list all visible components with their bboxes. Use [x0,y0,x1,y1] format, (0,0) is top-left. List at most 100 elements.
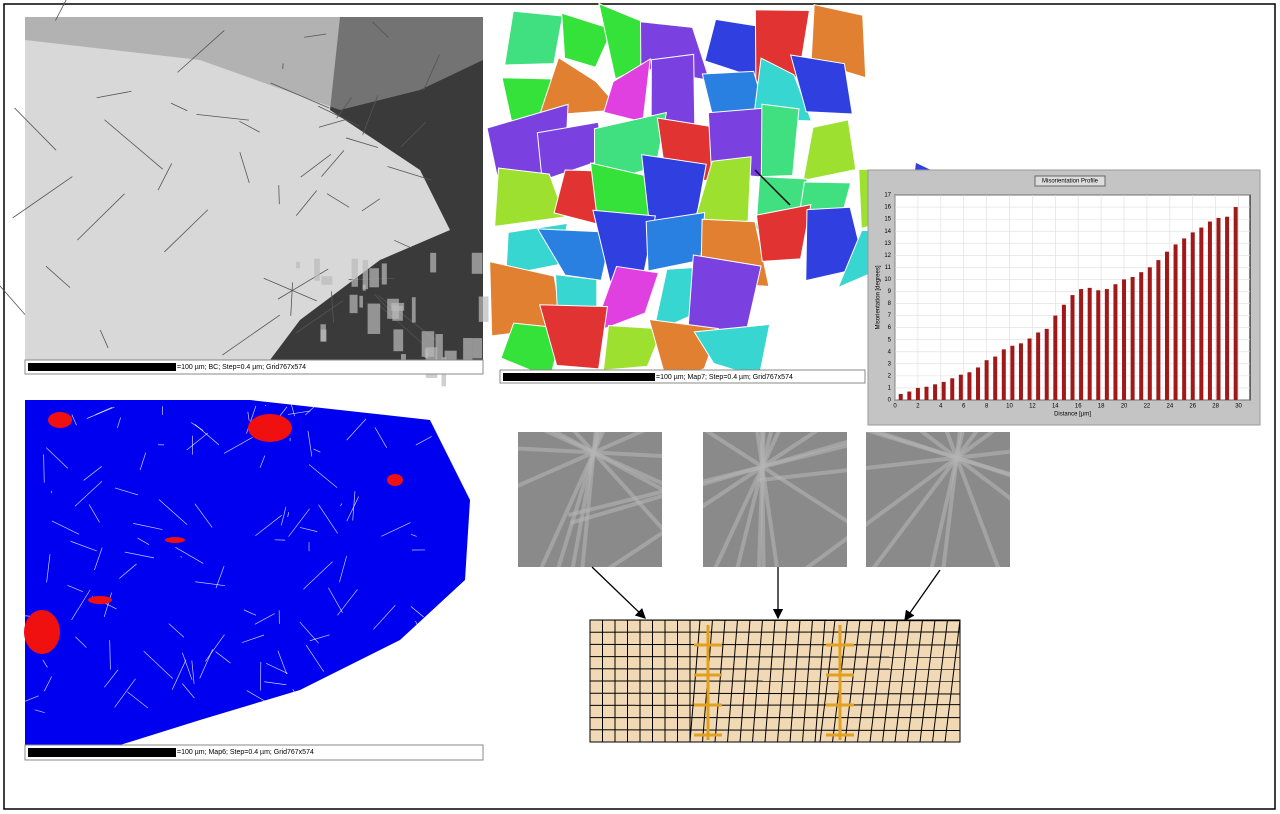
bar [1071,295,1075,400]
boundary [265,405,266,406]
speckle [352,259,358,287]
second-phase [48,412,72,428]
x-tick-label: 10 [1006,404,1013,410]
y-tick-label: 12 [884,253,891,259]
caption: =100 µm; BC; Step=0.4 µm; Grid767x574 [177,364,306,371]
caption: =100 µm; Map6; Step=0.4 µm; Grid767x574 [177,749,314,756]
bar [907,392,911,400]
speckle [320,324,325,341]
chart-title: Misorientation Profile [1042,179,1099,185]
bar [942,382,946,400]
bar [1234,207,1238,400]
speckle [479,296,489,321]
speckle [412,297,416,322]
second-phase [24,610,60,654]
second-phase [387,474,403,486]
speckle [387,299,399,319]
bar [1062,305,1066,400]
x-tick-label: 24 [1166,404,1173,410]
lattice-line [590,657,960,658]
y-axis-label: Misorientation [degrees] [876,265,882,329]
x-tick-label: 28 [1212,404,1219,410]
bar [1053,316,1057,400]
y-tick-label: 16 [884,205,891,211]
bar [1182,238,1186,400]
figure: =100 µm; BC; Step=0.4 µm; Grid767x574 =1… [0,0,1280,814]
lattice-line [590,644,960,645]
second-phase [165,537,185,543]
x-tick-label: 14 [1052,404,1059,410]
scale-bar [503,373,655,381]
speckle [422,331,435,357]
misorientation-chart: Misorientation Profile012345678910111213… [868,170,1260,425]
bar [1156,260,1160,400]
bar [950,378,954,400]
scale-bar [28,363,176,371]
bar [1217,218,1221,400]
speckle [393,329,403,351]
bar [1088,288,1092,400]
speckle [369,268,379,287]
x-axis-label: Distance [µm] [1054,412,1091,418]
speckle [359,296,363,308]
bar [924,387,928,400]
band-contrast-image [0,0,489,386]
bar [959,375,963,400]
speckle [363,260,368,289]
bar [1036,332,1040,400]
bar [985,360,989,400]
bar [1174,244,1178,400]
bar [1148,267,1152,400]
grain [761,104,799,177]
speckle [314,259,320,281]
speckle [350,295,358,313]
x-tick-label: 12 [1029,404,1036,410]
bar [1028,339,1032,401]
bar [1199,228,1203,400]
x-tick-label: 26 [1189,404,1196,410]
bar [1002,349,1006,400]
bar [1191,232,1195,400]
bar [899,394,903,400]
grain [505,11,563,65]
speckle [321,276,332,285]
bar [967,372,971,400]
second-phase [248,414,292,442]
bar [1139,272,1143,400]
bar [1165,252,1169,400]
speckle [472,253,483,274]
y-tick-label: 14 [884,229,891,235]
second-phase [88,596,112,604]
bar [993,357,997,400]
x-tick-label: 16 [1075,404,1082,410]
speckle [472,338,482,358]
x-tick-label: 18 [1098,404,1105,410]
bar [1105,289,1109,400]
y-tick-label: 13 [884,241,891,247]
y-tick-label: 11 [885,265,892,271]
speckle [463,338,472,362]
bar [1225,217,1229,400]
y-tick-label: 17 [884,193,891,199]
speckle [296,262,300,268]
caption: =100 µm; Map7; Step=0.4 µm; Grid767x574 [656,374,793,381]
bar [933,384,937,400]
speckle [368,304,381,334]
bar [1113,284,1117,400]
x-tick-label: 20 [1121,404,1128,410]
bar [1010,346,1014,400]
bar [1208,222,1212,400]
bar [1045,329,1049,400]
speckle [382,263,387,284]
bar [1019,343,1023,400]
x-tick-label: 30 [1235,404,1242,410]
bar [976,367,980,400]
bar [1122,279,1126,400]
speckle [430,253,436,273]
y-tick-label: 15 [884,217,891,223]
x-tick-label: 22 [1144,404,1151,410]
bar [1131,277,1135,400]
y-tick-label: 10 [884,277,891,283]
bar [1096,290,1100,400]
bar [1079,289,1083,400]
